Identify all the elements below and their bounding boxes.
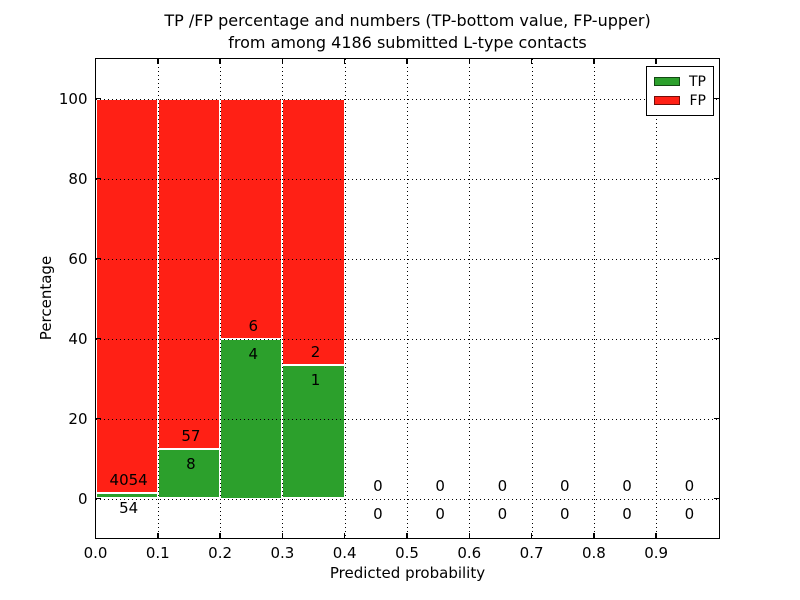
x-gridline [282, 58, 284, 538]
x-gridline [220, 58, 222, 538]
y-tick-label: 60 [68, 249, 88, 268]
x-tick-bottom [157, 532, 159, 538]
x-tick-top [406, 58, 408, 64]
x-tick-label: 0.6 [457, 543, 482, 562]
x-tick-bottom [281, 532, 284, 538]
fp-count-label: 6 [248, 316, 259, 335]
x-tick-top [157, 58, 159, 64]
x-gridline [593, 58, 595, 538]
y-tick-label: 40 [68, 329, 88, 348]
tp-count-label: 4 [248, 344, 259, 363]
tp-count-label: 0 [622, 504, 632, 523]
y-tick-label: 20 [68, 409, 88, 428]
fp-count-label: 0 [435, 476, 445, 495]
x-tick-top [655, 58, 657, 64]
x-tick-label: 0.2 [208, 543, 233, 562]
x-tick-top [343, 58, 346, 64]
bar-segment-fp [220, 98, 283, 339]
x-tick-bottom [530, 532, 533, 538]
x-tick-label: 0.1 [145, 543, 170, 562]
y-tick-right [713, 417, 719, 420]
x-tick-bottom [219, 532, 221, 538]
bar-segment-tp [157, 449, 221, 499]
x-tick-label: 0.0 [83, 543, 108, 562]
fp-count-label: 0 [373, 476, 383, 495]
x-tick-bottom [406, 532, 408, 538]
x-gridline [157, 58, 159, 538]
y-tick-left [95, 417, 101, 420]
y-tick-label: 80 [68, 169, 88, 188]
fp-legend-swatch [654, 96, 680, 105]
legend-item-fp: FP [654, 91, 706, 110]
fp-count-label: 0 [622, 476, 632, 495]
x-tick-label: 0.4 [332, 543, 357, 562]
legend-label-fp: FP [689, 92, 707, 109]
tp-count-label: 0 [684, 504, 695, 523]
bar-segment-tp [95, 493, 158, 499]
bar-segment-tp [282, 365, 345, 499]
tp-count-label: 0 [373, 504, 383, 523]
x-gridline [469, 58, 471, 538]
y-tick-left [95, 337, 101, 340]
fp-count-label: 4054 [109, 471, 148, 490]
y-tick-right [713, 97, 719, 100]
y-tick-left [95, 97, 101, 100]
x-tick-top [219, 58, 221, 64]
x-tick-top [593, 58, 595, 64]
y-tick-label: 0 [77, 489, 88, 508]
y-tick-left [95, 497, 101, 500]
y-tick-right [713, 177, 719, 180]
x-gridline [407, 58, 408, 538]
x-tick-label: 0.3 [270, 543, 295, 562]
tp-count-label: 54 [119, 499, 139, 518]
x-tick-top [94, 58, 97, 64]
fp-count-label: 57 [181, 427, 201, 446]
tp-count-label: 0 [497, 504, 508, 523]
tp-count-label: 8 [186, 455, 196, 474]
fp-count-label: 2 [310, 343, 321, 362]
y-tick-right [713, 257, 719, 260]
x-tick-top [468, 58, 471, 64]
x-tick-label: 0.9 [644, 543, 669, 562]
bar-segment-fp [282, 98, 345, 366]
x-tick-label: 0.7 [519, 543, 544, 562]
fp-count-label: 0 [559, 476, 570, 495]
chart-title: TP /FP percentage and numbers (TP-bottom… [96, 10, 719, 54]
x-tick-bottom [468, 532, 471, 538]
x-tick-bottom [655, 532, 657, 538]
legend: TP FP [646, 66, 714, 116]
x-gridline [531, 58, 533, 538]
x-tick-bottom [343, 532, 346, 538]
tp-count-label: 1 [310, 371, 321, 390]
x-tick-bottom [593, 532, 595, 538]
legend-item-tp: TP [654, 72, 706, 91]
x-gridline [344, 58, 346, 538]
x-axis-label: Predicted probability [329, 564, 486, 582]
plot-area: 0 20 40 60 80 100 0.0 0.1 0.2 0.3 0.4 0.5 0.6 0.7 0.8 0… [59, 57, 720, 562]
bar-segment-fp [157, 98, 221, 450]
chart-title-line1: TP /FP percentage and numbers (TP-bottom… [164, 11, 651, 30]
chart-title-line2: from among 4186 submitted L-type contact… [228, 33, 587, 52]
x-tick-top [530, 58, 533, 64]
x-tick-label: 0.8 [581, 543, 606, 562]
x-tick-label: 0.5 [395, 543, 419, 562]
legend-label-tp: TP [689, 73, 706, 90]
tp-legend-swatch [654, 77, 680, 86]
fp-count-label: 0 [497, 476, 508, 495]
tp-count-label: 0 [435, 504, 445, 523]
x-gridline [656, 58, 658, 538]
y-tick-right [713, 337, 719, 340]
bar-segment-fp [95, 98, 158, 494]
y-tick-right [713, 497, 719, 500]
x-tick-top [281, 58, 284, 64]
y-tick-left [95, 257, 101, 260]
x-tick-bottom [94, 532, 97, 538]
tp-count-label: 0 [559, 504, 570, 523]
y-tick-label: 100 [58, 89, 88, 108]
y-tick-left [95, 177, 101, 180]
fp-count-label: 0 [684, 476, 695, 495]
